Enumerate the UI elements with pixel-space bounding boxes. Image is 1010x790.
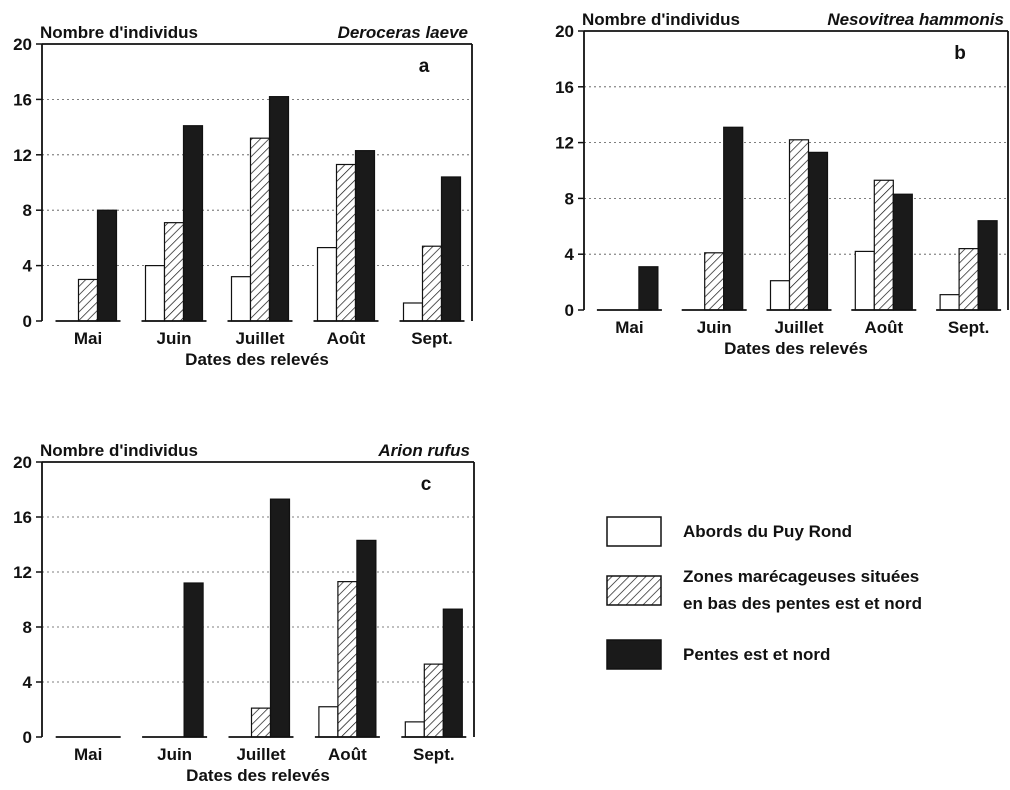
x-axis-title: Dates des relevés (186, 766, 330, 785)
x-category-label: Juin (157, 329, 192, 348)
y-tick-label: 12 (13, 146, 32, 165)
y-tick-label: 8 (23, 618, 32, 637)
legend-swatch (606, 575, 662, 606)
bar-juin-series-2 (704, 252, 725, 311)
y-tick-label: 4 (23, 257, 33, 276)
x-category-label: Août (864, 318, 903, 337)
y-axis-title: Nombre d'individus (582, 10, 740, 29)
panel-letter: c (421, 474, 432, 495)
bar-aot-series-1 (316, 246, 338, 322)
bar-mai-series-2 (77, 278, 99, 322)
x-category-label: Sept. (948, 318, 990, 337)
bar-aot-series-1 (318, 706, 339, 738)
bar-sept-series-3 (440, 176, 462, 322)
bar-juillet-series-3 (268, 96, 290, 322)
bar-sept-series-2 (421, 245, 443, 322)
panel-letter: b (954, 43, 966, 64)
y-tick-label: 16 (555, 78, 574, 97)
bar-juillet-series-2 (250, 707, 272, 738)
legend-swatch (606, 516, 662, 547)
legend-label: Pentes est et nord (683, 645, 830, 664)
bar-sept-series-3 (977, 220, 998, 311)
x-category-label: Août (328, 745, 367, 764)
legend-swatch (606, 639, 662, 670)
y-tick-label: 12 (13, 563, 32, 582)
y-axis-title: Nombre d'individus (40, 441, 198, 460)
x-category-label: Juillet (774, 318, 823, 337)
bar-juin-series-3 (183, 582, 204, 738)
y-tick-label: 4 (23, 673, 33, 692)
y-tick-label: 8 (565, 189, 574, 208)
bar-juillet-series-1 (769, 280, 791, 311)
x-category-label: Juin (697, 318, 732, 337)
y-tick-label: 20 (555, 22, 574, 41)
bar-juillet-series-1 (230, 276, 252, 322)
bar-juin-series-3 (723, 126, 744, 311)
x-category-label: Mai (615, 318, 643, 337)
x-category-label: Juillet (236, 745, 285, 764)
legend-item-3: Pentes est et nord (606, 639, 830, 670)
y-tick-label: 4 (565, 245, 575, 264)
bar-juillet-series-3 (269, 498, 291, 738)
bar-sept-series-1 (939, 294, 960, 311)
bar-mai-series-3 (638, 266, 659, 311)
bar-juin-series-3 (182, 125, 204, 322)
species-name: Nesovitrea hammonis (827, 10, 1004, 29)
y-tick-label: 8 (23, 201, 32, 220)
y-tick-label: 12 (555, 134, 574, 153)
legend-label: Zones marécageuses situées (683, 567, 919, 586)
bar-juillet-series-2 (788, 139, 810, 311)
bar-aot-series-3 (354, 150, 376, 322)
x-category-label: Mai (74, 329, 102, 348)
bar-sept-series-2 (958, 248, 979, 311)
panel-c: 0 4 8 12 16 20 Mai Juin Juillet Août Sept. Nombre d… (13, 441, 475, 785)
species-name: Deroceras laeve (338, 23, 468, 42)
legend-item-2: Zones marécageuses situées en bas des pen… (606, 567, 922, 613)
legend-label: en bas des pentes est et nord (683, 594, 922, 613)
bar-aot-series-2 (873, 179, 894, 311)
y-tick-label: 16 (13, 90, 32, 109)
panel-a: 0 4 8 12 16 20 Mai Juin Juillet Août Sept. Nombre d… (13, 23, 473, 369)
x-axis-title: Dates des relevés (724, 339, 868, 358)
y-tick-label: 16 (13, 508, 32, 527)
bar-mai-series-3 (96, 209, 118, 322)
bar-sept-series-3 (442, 608, 463, 738)
x-category-label: Sept. (413, 745, 455, 764)
x-category-label: Juin (157, 745, 192, 764)
x-category-label: Juillet (235, 329, 284, 348)
y-tick-label: 0 (23, 728, 32, 747)
bar-sept-series-2 (423, 663, 444, 738)
y-tick-label: 20 (13, 35, 32, 54)
bar-aot-series-2 (335, 163, 357, 322)
panel-letter: a (419, 56, 430, 77)
bar-sept-series-1 (402, 302, 424, 322)
bar-juillet-series-3 (807, 151, 829, 311)
panel-b: 0 4 8 12 16 20 Mai Juin Juillet Août Sept. Nombre d… (555, 10, 1009, 358)
x-category-label: Sept. (411, 329, 453, 348)
bar-aot-series-2 (337, 581, 358, 738)
y-tick-label: 20 (13, 453, 32, 472)
legend-item-1: Abords du Puy Rond (606, 516, 852, 547)
legend-label: Abords du Puy Rond (683, 522, 852, 541)
bar-aot-series-1 (854, 250, 875, 311)
x-category-label: Mai (74, 745, 102, 764)
bar-juin-series-2 (163, 222, 185, 322)
species-name: Arion rufus (377, 441, 470, 460)
legend: Abords du Puy Rond Zones marécageuses sit… (606, 516, 922, 670)
bar-aot-series-3 (356, 539, 377, 738)
y-tick-label: 0 (565, 301, 574, 320)
y-axis-title: Nombre d'individus (40, 23, 198, 42)
bar-aot-series-3 (892, 193, 913, 311)
bar-sept-series-1 (404, 721, 425, 738)
bar-juin-series-1 (144, 265, 166, 322)
bar-juillet-series-2 (249, 137, 271, 322)
y-tick-label: 0 (23, 312, 32, 331)
x-axis-title: Dates des relevés (185, 350, 329, 369)
x-category-label: Août (327, 329, 366, 348)
